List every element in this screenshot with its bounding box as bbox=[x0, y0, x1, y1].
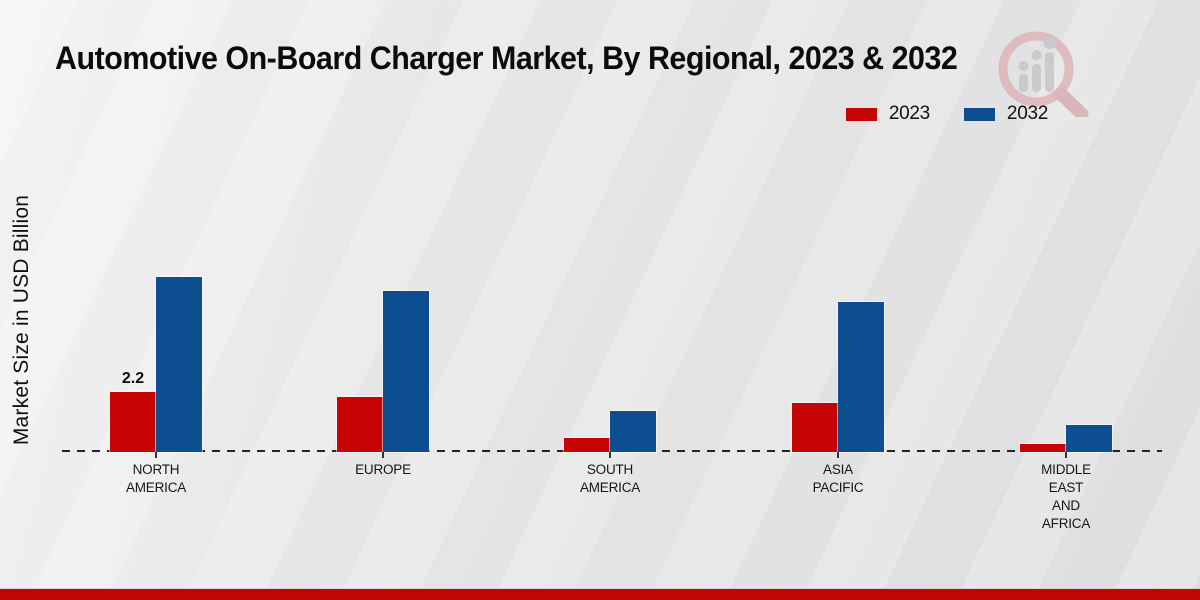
axis-tick-middle-east-and-africa bbox=[1065, 452, 1067, 458]
legend-swatch-2032 bbox=[963, 107, 995, 121]
y-axis-label: Market Size in USD Billion bbox=[10, 194, 33, 446]
category-label-europe: EUROPE bbox=[355, 462, 411, 477]
footer-bar bbox=[0, 588, 1200, 600]
category-label-asia-pacific: ASIA PACIFIC bbox=[812, 462, 864, 495]
legend-item-2023: 2023 bbox=[845, 103, 930, 125]
bar-2032-asia-pacific bbox=[838, 302, 884, 452]
axis-tick-asia-pacific bbox=[837, 452, 839, 458]
bar-value-label: 2.2 bbox=[121, 370, 145, 387]
legend-swatch-2023 bbox=[845, 107, 877, 121]
bar-2023-europe bbox=[337, 397, 383, 452]
axis-tick-europe bbox=[382, 452, 384, 458]
bar-2032-south-america bbox=[610, 411, 656, 452]
legend-label-2032: 2032 bbox=[1006, 103, 1048, 124]
axis-tick-south-america bbox=[609, 452, 611, 458]
legend: 2023 2032 bbox=[845, 103, 1048, 125]
axis-tick-north-america bbox=[155, 452, 157, 458]
category-label-north-america: NORTH AMERICA bbox=[125, 462, 187, 495]
bar-2023-asia-pacific bbox=[792, 403, 838, 452]
chart-title: Automotive On-Board Charger Market, By R… bbox=[55, 40, 958, 76]
bar-2032-middle-east-and-africa bbox=[1066, 425, 1112, 452]
category-label-middle-east-and-africa: MIDDLE EAST AND AFRICA bbox=[1041, 462, 1091, 531]
magnifier-chart-watermark-icon bbox=[998, 31, 1089, 117]
bar-2023-south-america bbox=[564, 438, 610, 452]
bar-2032-north-america bbox=[156, 277, 202, 452]
bar-2023-north-america bbox=[110, 392, 156, 452]
bar-2023-middle-east-and-africa bbox=[1020, 444, 1066, 452]
legend-label-2023: 2023 bbox=[888, 103, 930, 124]
category-label-south-america: SOUTH AMERICA bbox=[579, 462, 641, 495]
legend-item-2032: 2032 bbox=[963, 103, 1048, 125]
bar-2032-europe bbox=[383, 291, 429, 452]
